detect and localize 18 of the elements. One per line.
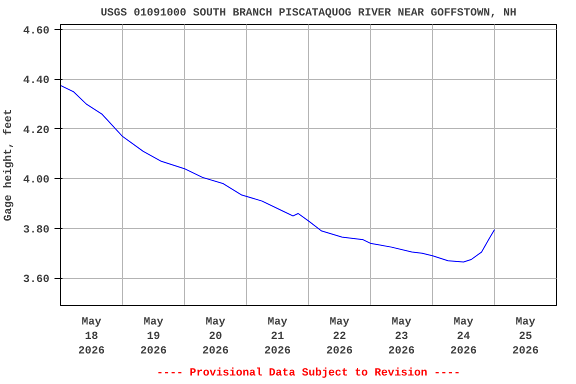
y-axis-title: Gage height, feet bbox=[2, 108, 16, 222]
text: ---- Provisional Data Subject to Revision ---- bbox=[156, 368, 460, 380]
x-tick-label: May 24 2026 bbox=[450, 316, 477, 358]
x-tick-label: May 23 2026 bbox=[388, 316, 415, 358]
y-tick-label: 4.60 bbox=[23, 25, 50, 38]
x-tick-label: May 20 2026 bbox=[202, 316, 229, 358]
x-tick-label: May 21 2026 bbox=[264, 316, 291, 358]
y-tick-label: 4.40 bbox=[23, 75, 50, 88]
y-tick-label: 3.80 bbox=[23, 224, 50, 236]
x-tick-label: May 25 2026 bbox=[512, 316, 539, 358]
line-series bbox=[60, 84, 495, 262]
y-tick-label: 4.00 bbox=[23, 174, 50, 187]
y-tick-label: 3.60 bbox=[23, 274, 50, 286]
x-tick-label: May 22 2026 bbox=[326, 316, 353, 358]
x-tick-label: May 18 2026 bbox=[78, 316, 105, 358]
x-tick-label: May 19 2026 bbox=[140, 316, 167, 358]
y-tick-label: 4.20 bbox=[23, 124, 50, 137]
chart-title: USGS 01091000 SOUTH BRANCH PISCATAQUOG RIVER NEAR GOFFSTOWN, NH bbox=[100, 8, 516, 20]
